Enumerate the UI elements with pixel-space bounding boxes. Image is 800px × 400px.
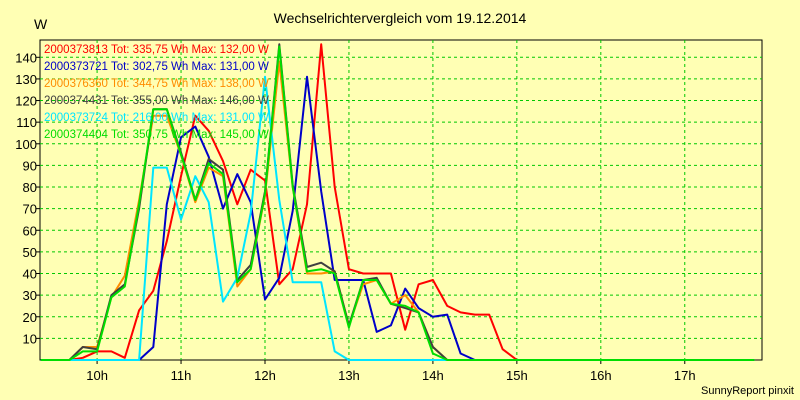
legend-entry-6: 2000374404 Tot: 350,75 Wh Max: 145,00 W <box>44 129 269 141</box>
x-tick-label: 13h <box>338 368 360 383</box>
x-tick-label: 11h <box>171 368 192 383</box>
y-tick-label: 70 <box>23 202 37 217</box>
footer-credit: SunnyReport pinxit <box>701 385 794 397</box>
y-tick-label: 40 <box>23 267 37 282</box>
x-tick-label: 17h <box>674 368 696 383</box>
y-tick-label: 110 <box>16 115 37 130</box>
series-line-6 <box>40 45 755 361</box>
y-tick-label: 50 <box>23 245 37 260</box>
y-tick-label: 20 <box>23 310 37 325</box>
x-tick-label: 15h <box>506 368 528 383</box>
legend-entry-2: 2000373721 Tot: 302,75 Wh Max: 131,00 W <box>44 61 269 73</box>
legend-entry-5: 2000373724 Tot: 216,00 Wh Max: 131,00 W <box>44 112 269 124</box>
legend-entry-1: 2000373813 Tot: 335,75 Wh Max: 132,00 W <box>44 44 269 56</box>
x-tick-label: 16h <box>590 368 612 383</box>
y-axis-label: W <box>34 16 48 32</box>
y-tick-label: 80 <box>23 180 37 195</box>
y-tick-label: 120 <box>15 94 37 109</box>
x-tick-label: 12h <box>254 368 276 383</box>
y-tick-label: 90 <box>23 158 37 173</box>
chart-title: Wechselrichtervergleich vom 19.12.2014 <box>273 10 527 26</box>
y-tick-label: 130 <box>15 72 37 87</box>
legend-entry-3: 2000376360 Tot: 344,75 Wh Max: 138,00 W <box>44 78 269 90</box>
legend-entry-4: 2000374431 Tot: 355,00 Wh Max: 146,00 W <box>44 95 269 107</box>
x-tick-label: 10h <box>86 368 108 383</box>
y-tick-label: 60 <box>23 223 37 238</box>
y-tick-label: 100 <box>15 137 37 152</box>
legend: 2000373813 Tot: 335,75 Wh Max: 132,00 W … <box>44 42 269 144</box>
x-tick-label: 14h <box>422 368 444 383</box>
y-tick-label: 140 <box>15 50 37 65</box>
y-tick-label: 10 <box>23 331 37 346</box>
y-tick-label: 30 <box>23 288 37 303</box>
